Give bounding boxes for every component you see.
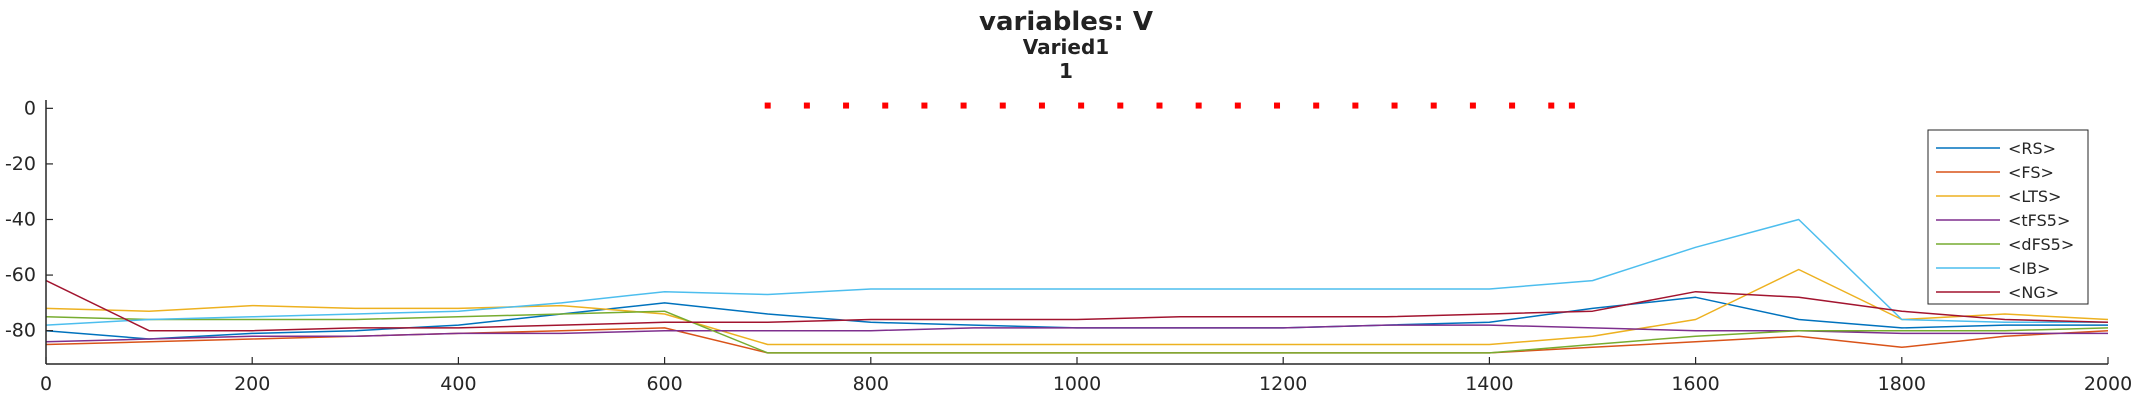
x-axis: 0 200 400 600 800 1000 1200 1400 1600 1800 2000 — [40, 357, 2132, 395]
y-tick-label: -40 — [5, 208, 36, 230]
y-tick-label: 0 — [24, 97, 36, 119]
stimulus-marker — [1391, 102, 1398, 109]
x-tick-label: 1400 — [1465, 373, 1513, 395]
stimulus-marker — [764, 102, 771, 109]
x-tick-label: 1600 — [1671, 373, 1719, 395]
legend-label: <dFS5> — [2008, 235, 2074, 254]
legend-label: <LTS> — [2008, 187, 2061, 206]
stimulus-marker — [1274, 102, 1281, 109]
plot-area: 0 200 400 600 800 1000 1200 1400 1600 1800 2000 0 -… — [5, 97, 2132, 395]
stimulus-marker — [1234, 102, 1241, 109]
legend: <RS> <FS> <LTS> <tFS5> <dFS5> <IB> <NG> — [1927, 129, 2089, 305]
stimulus-marker — [999, 102, 1006, 109]
stimulus-marker — [921, 102, 928, 109]
stimulus-marker — [1195, 102, 1202, 109]
y-axis: 0 -20 -40 -60 -80 — [5, 97, 53, 342]
stimulus-marker — [803, 102, 810, 109]
legend-label: <tFS5> — [2008, 211, 2070, 230]
stimulus-marker — [1568, 102, 1575, 109]
stimulus-marker — [1156, 102, 1163, 109]
stimulus-marker — [843, 102, 850, 109]
legend-label: <FS> — [2008, 163, 2054, 182]
series-line-6 — [46, 218, 2108, 326]
x-tick-label: 400 — [440, 373, 476, 395]
x-tick-label: 2000 — [2084, 373, 2132, 395]
stimulus-marker — [1548, 102, 1555, 109]
x-tick-label: 1800 — [1878, 373, 1926, 395]
stimulus-marker — [960, 102, 967, 109]
stimulus-marker — [1352, 102, 1359, 109]
stimulus-marker — [1469, 102, 1476, 109]
legend-label: <IB> — [2008, 259, 2051, 278]
y-tick-label: -80 — [5, 320, 36, 342]
stimulus-marker — [1313, 102, 1320, 109]
stimulus-marker — [1430, 102, 1437, 109]
stimulus-marker — [1117, 102, 1124, 109]
x-tick-label: 1200 — [1259, 373, 1307, 395]
stimulus-marker — [1038, 102, 1045, 109]
x-tick-label: 200 — [234, 373, 270, 395]
series-layer — [46, 218, 2108, 354]
x-tick-label: 0 — [40, 373, 52, 395]
chart-subtitle: Varied1 — [1023, 35, 1109, 59]
legend-box — [1927, 129, 2089, 305]
stimulus-marker — [1509, 102, 1516, 109]
stimulus-marker — [1078, 102, 1085, 109]
series-line-5 — [46, 310, 2108, 354]
x-tick-label: 600 — [646, 373, 682, 395]
series-line-4 — [46, 324, 2108, 343]
legend-label: <NG> — [2008, 283, 2059, 302]
x-tick-label: 800 — [853, 373, 889, 395]
chart-title: variables: V — [979, 7, 1153, 37]
stimulus-markers — [764, 102, 1575, 109]
chart-subtitle-2: 1 — [1059, 59, 1073, 83]
y-tick-label: -60 — [5, 264, 36, 286]
x-tick-label: 1000 — [1053, 373, 1101, 395]
legend-label: <RS> — [2008, 139, 2056, 158]
stimulus-marker — [882, 102, 889, 109]
series-line-1 — [46, 296, 2108, 340]
y-tick-label: -20 — [5, 153, 36, 175]
series-line-2 — [46, 327, 2108, 354]
series-line-3 — [46, 268, 2108, 346]
series-line-7 — [46, 279, 2108, 332]
